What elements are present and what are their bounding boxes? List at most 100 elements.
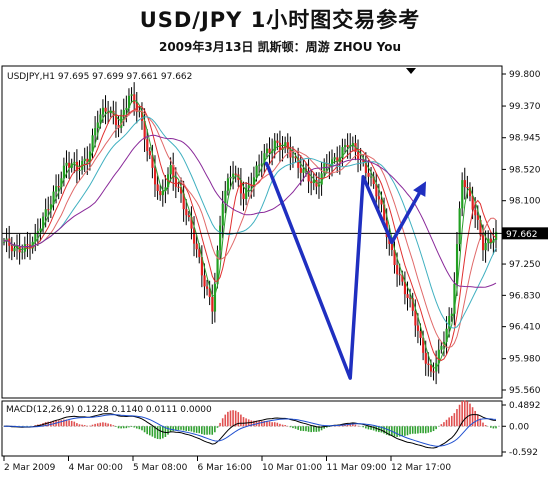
- candle-body: [213, 283, 217, 312]
- candle-body: [36, 231, 40, 234]
- candle: [146, 128, 149, 162]
- candle-body: [336, 157, 339, 163]
- candle: [203, 263, 206, 299]
- candle-body: [195, 243, 198, 250]
- candle: [224, 181, 227, 214]
- candle: [130, 87, 133, 104]
- candle-body: [442, 341, 446, 346]
- candle-body: [193, 228, 196, 244]
- candle-body: [242, 193, 245, 200]
- candle: [57, 174, 60, 200]
- candle: [83, 147, 86, 173]
- candle-body: [57, 186, 60, 188]
- candle: [440, 342, 443, 354]
- candle: [211, 284, 214, 325]
- candle-body: [250, 185, 253, 187]
- candle-body: [122, 109, 125, 115]
- candle-body: [323, 163, 326, 174]
- candle: [182, 180, 185, 222]
- candle-body: [258, 164, 261, 166]
- candle: [153, 155, 157, 197]
- candle-body: [156, 184, 159, 191]
- candle-body: [180, 186, 183, 194]
- candle: [23, 236, 27, 260]
- candle-body: [312, 179, 315, 184]
- candle: [174, 167, 178, 199]
- candle: [307, 159, 310, 194]
- candle-body: [393, 249, 396, 266]
- price-tick-label: 99.800: [509, 70, 541, 80]
- candle-body: [411, 298, 414, 311]
- candle-body: [372, 176, 375, 185]
- macd-label: MACD(12,26,9) 0.1228 0.1140 0.0111 0.000…: [6, 405, 212, 415]
- candle-body: [10, 245, 14, 252]
- candle: [143, 108, 146, 152]
- candle-body: [427, 363, 430, 365]
- candle-body: [367, 172, 370, 177]
- candle-body: [289, 149, 292, 158]
- candle-body: [47, 209, 50, 211]
- candle: [232, 161, 235, 190]
- current-price-box: [502, 227, 548, 240]
- candle-body: [325, 163, 328, 165]
- candle-body: [23, 244, 27, 252]
- candle: [468, 182, 472, 202]
- candle: [49, 195, 53, 219]
- candle-body: [419, 330, 422, 338]
- candle-body: [239, 180, 243, 194]
- candle-body: [484, 242, 487, 251]
- candle-body: [200, 257, 204, 276]
- shift-marker: [406, 68, 416, 74]
- chart-title: USD/JPY 1小时图交易参考: [139, 8, 421, 32]
- candle-body: [247, 185, 250, 189]
- candle-body: [49, 204, 53, 210]
- candle-body: [133, 94, 136, 104]
- candle: [364, 152, 368, 183]
- candle: [104, 95, 107, 125]
- candle: [458, 201, 461, 252]
- candle-body: [453, 283, 456, 314]
- candle-body: [260, 163, 263, 165]
- price-tick-label: 96.410: [509, 323, 541, 333]
- candle: [291, 146, 295, 168]
- candle-body: [78, 169, 81, 171]
- candle-body: [370, 176, 373, 178]
- candle: [226, 173, 230, 196]
- price-tick-label: 97.250: [509, 260, 541, 270]
- candle-body: [125, 107, 128, 110]
- candle-body: [146, 139, 149, 152]
- candle-body: [255, 165, 258, 178]
- candle-body: [481, 235, 485, 251]
- candle: [10, 236, 14, 261]
- candle: [221, 190, 224, 239]
- candle-body: [463, 180, 466, 188]
- candle: [312, 172, 315, 191]
- candle-body: [409, 297, 412, 299]
- candle-body: [396, 265, 399, 275]
- candle: [338, 145, 342, 175]
- price-tick-label: 98.945: [509, 134, 541, 144]
- candle-body: [13, 248, 16, 252]
- candle: [172, 152, 175, 191]
- candle-body: [44, 209, 47, 217]
- candle-body: [333, 157, 336, 160]
- macd-indicator: 0.4892 0.00 -0.592: [2, 400, 541, 458]
- candle-body: [172, 165, 175, 179]
- candle: [346, 133, 349, 159]
- candle-body: [302, 168, 305, 173]
- candle-body: [299, 167, 302, 173]
- candle-body: [221, 203, 224, 226]
- candle: [351, 136, 355, 152]
- candle: [336, 146, 339, 173]
- candle-body: [476, 215, 479, 220]
- candle-body: [284, 142, 287, 148]
- candle-body: [130, 94, 133, 96]
- candle-body: [60, 178, 63, 188]
- price-tick-label: 99.370: [509, 102, 541, 112]
- trend-line: [264, 161, 425, 380]
- candle-body: [364, 161, 368, 173]
- current-price-line: 97.662: [2, 227, 548, 240]
- current-price-label: 97.662: [506, 230, 538, 240]
- price-tick-label: 96.830: [509, 291, 541, 301]
